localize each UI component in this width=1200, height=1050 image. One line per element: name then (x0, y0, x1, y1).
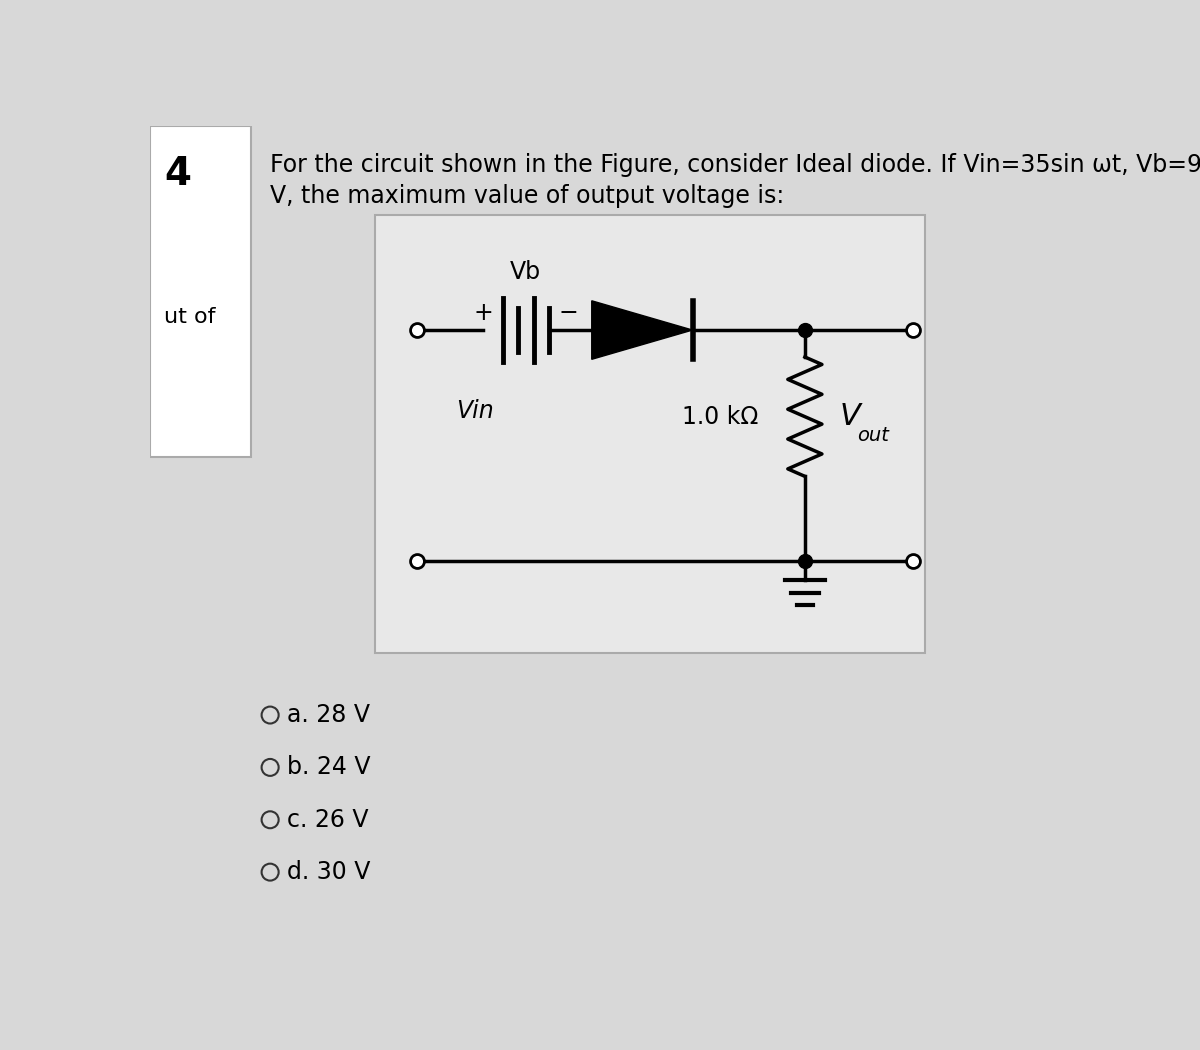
Text: For the circuit shown in the Figure, consider Ideal diode. If Vin=35sin ωt, Vb=9: For the circuit shown in the Figure, con… (270, 153, 1200, 177)
Text: −: − (559, 301, 578, 326)
Text: V: V (840, 402, 860, 432)
Text: 4: 4 (164, 155, 191, 193)
Text: +: + (473, 301, 493, 326)
Text: b. 24 V: b. 24 V (287, 755, 371, 779)
Bar (374, 214, 925, 653)
Text: c. 26 V: c. 26 V (287, 807, 368, 832)
Text: Vb: Vb (510, 259, 541, 284)
Bar (150, 126, 251, 457)
Text: d. 30 V: d. 30 V (287, 860, 371, 884)
Text: out: out (858, 426, 889, 445)
Text: ut of: ut of (164, 307, 216, 327)
Polygon shape (592, 300, 692, 359)
Text: a. 28 V: a. 28 V (287, 704, 370, 727)
Text: V, the maximum value of output voltage is:: V, the maximum value of output voltage i… (270, 184, 785, 208)
Text: Vin: Vin (456, 399, 494, 423)
Text: 1.0 kΩ: 1.0 kΩ (682, 404, 758, 428)
